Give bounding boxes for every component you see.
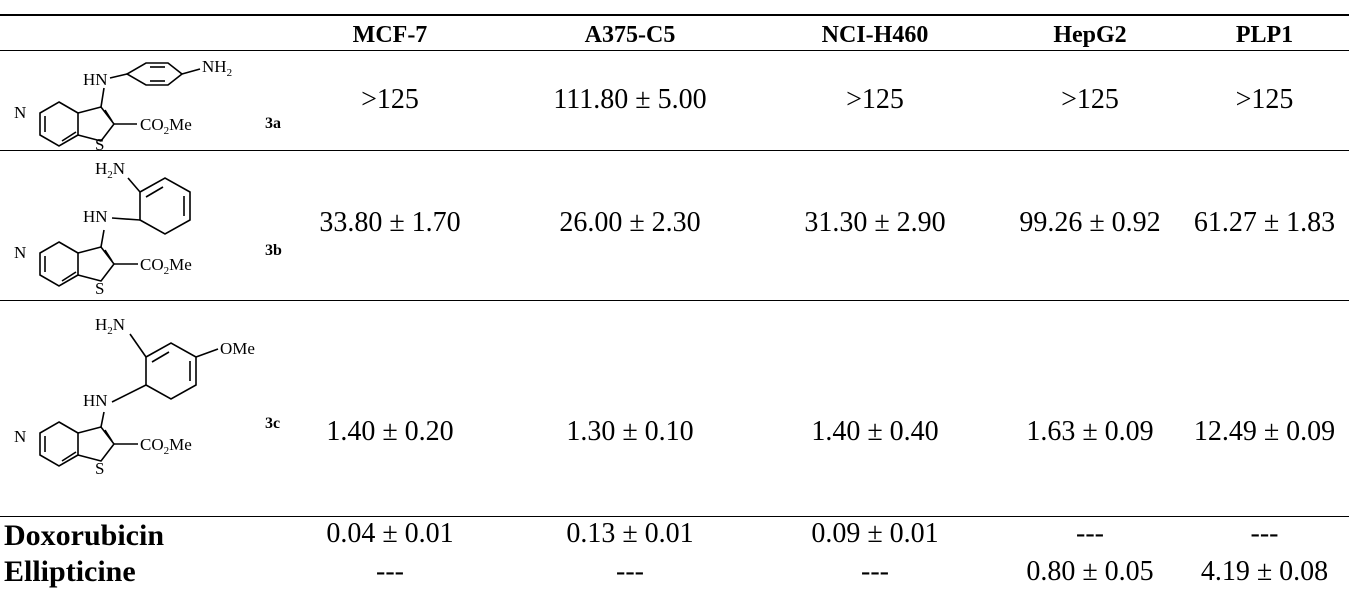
- value-3a-hepg2: >125: [1061, 84, 1119, 115]
- column-header-a375: A375-C5: [584, 22, 676, 48]
- amine-label: H2N: [95, 315, 125, 337]
- linker-label: HN: [83, 391, 108, 410]
- row-rule: [0, 516, 1349, 517]
- value-ell-a375: ---: [616, 556, 644, 587]
- amine-label: H2N: [95, 159, 125, 181]
- value-3c-mcf7: 1.40 ± 0.20: [326, 416, 454, 447]
- row-rule: [0, 300, 1349, 301]
- structure-3c: N HN H2N OMe CO2Me S 3c: [14, 315, 280, 478]
- column-header-mcf7: MCF-7: [352, 22, 428, 48]
- value-ell-hepg2: 0.80 ± 0.05: [1026, 556, 1154, 587]
- value-3b-plp1: 61.27 ± 1.83: [1193, 207, 1336, 238]
- value-dox-mcf7: 0.04 ± 0.01: [326, 518, 454, 549]
- pyridine-n-label: N: [14, 103, 26, 122]
- row-label-ellipticine: Ellipticine: [4, 555, 136, 588]
- value-ell-mcf7: ---: [376, 556, 404, 587]
- value-3a-a375: 111.80 ± 5.00: [553, 84, 707, 115]
- value-3a-mcf7: >125: [361, 84, 419, 115]
- value-ell-nci-h460: ---: [861, 556, 889, 587]
- value-ell-plp1: 4.19 ± 0.08: [1200, 556, 1329, 587]
- table-top-rule: [0, 14, 1349, 16]
- value-3b-a375: 26.00 ± 2.30: [559, 207, 701, 238]
- sulfur-label: S: [95, 279, 104, 298]
- ester-label: CO2Me: [140, 115, 192, 137]
- value-3b-mcf7: 33.80 ± 1.70: [319, 207, 461, 238]
- linker-label: HN: [83, 207, 108, 226]
- value-3b-nci-h460: 31.30 ± 2.90: [804, 207, 946, 238]
- value-3c-hepg2: 1.63 ± 0.09: [1026, 416, 1154, 447]
- compound-id: 3b: [265, 242, 282, 259]
- methoxy-label: OMe: [220, 339, 255, 358]
- value-dox-hepg2: ---: [1076, 518, 1104, 549]
- value-dox-plp1: ---: [1250, 518, 1279, 549]
- value-3c-nci-h460: 1.40 ± 0.40: [811, 416, 939, 447]
- value-3c-a375: 1.30 ± 0.10: [566, 416, 694, 447]
- header-rule: [0, 50, 1349, 51]
- compound-id: 3c: [265, 415, 280, 432]
- compound-id: 3a: [265, 115, 281, 132]
- amine-label: NH2: [202, 57, 232, 79]
- value-dox-a375: 0.13 ± 0.01: [566, 518, 694, 549]
- structure-3b: N HN H2N CO2Me S 3b: [14, 159, 282, 298]
- structure-3a: N HN NH2 CO2Me S 3a: [14, 57, 281, 150]
- column-header-hepg2: HepG2: [1053, 22, 1127, 48]
- ester-label: CO2Me: [140, 435, 192, 457]
- value-dox-nci-h460: 0.09 ± 0.01: [811, 518, 939, 549]
- value-3c-plp1: 12.49 ± 0.09: [1193, 416, 1336, 447]
- sulfur-label: S: [95, 135, 104, 150]
- row-rule: [0, 150, 1349, 151]
- linker-label: HN: [83, 70, 108, 89]
- column-header-plp1: PLP1: [1235, 22, 1294, 48]
- sulfur-label: S: [95, 459, 104, 478]
- column-header-nci-h460: NCI-H460: [821, 22, 929, 48]
- pyridine-n-label: N: [14, 243, 26, 262]
- pyridine-n-label: N: [14, 427, 26, 446]
- row-label-doxorubicin: Doxorubicin: [4, 519, 165, 552]
- ester-label: CO2Me: [140, 255, 192, 277]
- value-3a-plp1: >125: [1235, 84, 1294, 115]
- value-3b-hepg2: 99.26 ± 0.92: [1019, 207, 1161, 238]
- value-3a-nci-h460: >125: [846, 84, 904, 115]
